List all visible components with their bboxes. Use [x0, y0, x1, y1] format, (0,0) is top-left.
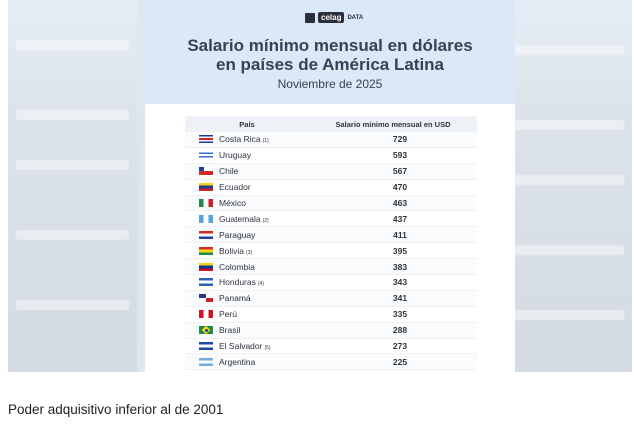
title-line-1: Salario mínimo mensual en dólares	[187, 36, 473, 55]
country-cell: Chile	[219, 166, 323, 176]
footnote-marker: (4)	[257, 281, 264, 288]
table-row: Perú 335	[185, 307, 477, 323]
country-name: México	[219, 198, 246, 208]
country-cell: El Salvador (5)	[219, 341, 323, 351]
logo-brand: celag	[318, 12, 345, 23]
country-name: Panamá	[219, 293, 251, 304]
country-cell: Costa Rica (1)	[219, 134, 323, 144]
country-cell: Honduras (4)	[219, 277, 323, 287]
salary-value: 395	[392, 245, 408, 256]
country-cell: Bolivia (3)	[219, 246, 323, 256]
flag-icon	[199, 246, 213, 255]
header-country: País	[239, 119, 255, 129]
flag-icon	[199, 278, 213, 287]
flag-icon	[199, 151, 213, 160]
country-cell: Colombia	[219, 262, 323, 272]
infographic: celag DATA Salario mínimo mensual en dól…	[145, 0, 515, 372]
table-row: Costa Rica (1) 729	[185, 132, 477, 148]
salary-value: 437	[392, 213, 408, 224]
footnote-marker: (3)	[246, 249, 253, 256]
salary-value: 335	[392, 309, 408, 320]
blurred-background-right	[503, 0, 632, 372]
logo-mark-icon	[305, 12, 315, 23]
salary-value: 383	[392, 261, 408, 272]
flag-icon	[199, 135, 213, 144]
country-name: Uruguay	[219, 150, 252, 161]
table-row: Panamá 341	[185, 290, 477, 307]
title-line-2: en países de América Latina	[215, 55, 445, 74]
header-salary: Salario mínimo mensual en USD	[335, 119, 451, 129]
table-row: Honduras (4) 343	[185, 275, 477, 291]
country-cell: Panamá	[219, 293, 323, 303]
flag-icon	[199, 167, 213, 176]
country-name: Guatemala	[219, 213, 261, 224]
country-cell: Brasil	[219, 325, 323, 335]
table-row: El Salvador (5) 273	[185, 339, 477, 355]
table-row: Guatemala (2) 437	[185, 211, 477, 228]
table-row: Chile 567	[185, 163, 477, 180]
table-row: Brasil 288	[185, 322, 477, 339]
table-row: Bolivia (3) 395	[185, 243, 477, 260]
salary-value: 470	[392, 182, 408, 193]
country-cell: Argentina	[219, 357, 323, 367]
salary-value: 411	[393, 229, 407, 240]
salary-value: 225	[392, 356, 408, 367]
flag-icon	[199, 310, 213, 319]
footnote-marker: (2)	[262, 217, 269, 224]
infographic-title: Salario mínimo mensual en dólares en paí…	[145, 36, 515, 74]
footnote-marker: (1)	[262, 138, 269, 145]
table-row: México 463	[185, 195, 477, 212]
flag-icon	[199, 262, 213, 271]
country-name: Argentina	[219, 356, 256, 367]
flag-icon	[199, 294, 213, 303]
flag-icon	[199, 357, 213, 366]
infographic-header: celag DATA Salario mínimo mensual en dól…	[145, 0, 515, 104]
country-name: Costa Rica	[219, 134, 261, 145]
table-row: Colombia 383	[185, 259, 477, 276]
salary-value: 729	[392, 134, 408, 145]
salary-value: 593	[392, 150, 408, 161]
country-name: Paraguay	[219, 229, 256, 240]
country-name: Perú	[219, 309, 237, 320]
salary-table: País Salario mínimo mensual en USD Costa…	[185, 116, 477, 371]
country-name: Honduras	[219, 277, 256, 288]
salary-value: 288	[392, 325, 408, 336]
country-name: El Salvador	[219, 341, 263, 352]
flag-icon	[199, 342, 213, 351]
flag-icon	[199, 199, 213, 207]
salary-value: 463	[392, 198, 408, 208]
flag-icon	[199, 326, 213, 335]
salary-value: 273	[392, 341, 408, 352]
country-name: Chile	[219, 166, 239, 177]
country-cell: Uruguay	[219, 150, 323, 160]
celag-logo: celag DATA	[305, 12, 363, 23]
table-header: País Salario mínimo mensual en USD	[185, 116, 477, 132]
footnote-marker: (5)	[264, 345, 271, 352]
flag-icon	[199, 183, 213, 192]
country-cell: Guatemala (2)	[219, 214, 323, 224]
table-row: Ecuador 470	[185, 180, 477, 196]
table-row: Argentina 225	[185, 354, 477, 371]
flag-icon	[199, 230, 213, 239]
flag-icon	[199, 214, 213, 223]
country-cell: Paraguay	[219, 230, 323, 240]
blurred-background-left	[8, 0, 137, 372]
country-cell: Perú	[219, 309, 323, 319]
country-name: Ecuador	[219, 182, 251, 193]
table-row: Paraguay 411	[185, 227, 477, 244]
image-caption: Poder adquisitivo inferior al de 2001	[8, 402, 224, 417]
news-image: celag DATA Salario mínimo mensual en dól…	[8, 0, 632, 372]
salary-value: 567	[392, 166, 408, 177]
infographic-subtitle: Noviembre de 2025	[277, 77, 383, 91]
table-body: Costa Rica (1) 729 Uruguay 593 Chile 567 Ecuado…	[185, 132, 477, 371]
salary-value: 341	[392, 293, 408, 304]
country-name: Colombia	[219, 261, 255, 272]
country-cell: México	[219, 198, 323, 208]
logo-sub: DATA	[347, 14, 364, 21]
table-row: Uruguay 593	[185, 148, 477, 164]
country-name: Bolivia	[219, 245, 245, 256]
country-name: Brasil	[219, 325, 241, 336]
country-cell: Ecuador	[219, 182, 323, 192]
salary-value: 343	[392, 277, 408, 288]
